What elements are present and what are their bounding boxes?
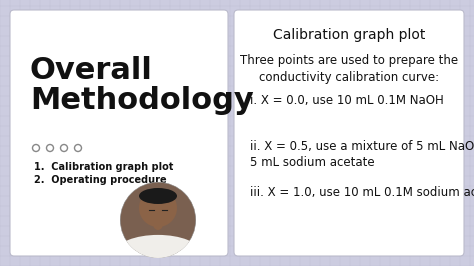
Text: 2.  Operating procedure: 2. Operating procedure bbox=[34, 175, 167, 185]
FancyBboxPatch shape bbox=[234, 10, 464, 256]
Text: Calibration graph plot: Calibration graph plot bbox=[273, 28, 425, 42]
FancyBboxPatch shape bbox=[10, 10, 228, 256]
Text: ii. X = 0.5, use a mixture of 5 mL NaOH and
5 mL sodium acetate: ii. X = 0.5, use a mixture of 5 mL NaOH … bbox=[250, 140, 474, 169]
Text: 1.  Calibration graph plot: 1. Calibration graph plot bbox=[34, 162, 173, 172]
Ellipse shape bbox=[153, 218, 163, 230]
Text: iii. X = 1.0, use 10 mL 0.1M sodium acetate: iii. X = 1.0, use 10 mL 0.1M sodium acet… bbox=[250, 186, 474, 199]
Circle shape bbox=[120, 182, 196, 258]
Text: Overall
Methodology: Overall Methodology bbox=[30, 56, 254, 115]
Text: i. X = 0.0, use 10 mL 0.1M NaOH: i. X = 0.0, use 10 mL 0.1M NaOH bbox=[250, 94, 444, 107]
Circle shape bbox=[139, 189, 177, 227]
Ellipse shape bbox=[116, 235, 200, 266]
Text: Three points are used to prepare the
conductivity calibration curve:: Three points are used to prepare the con… bbox=[240, 54, 458, 85]
Ellipse shape bbox=[139, 188, 177, 204]
